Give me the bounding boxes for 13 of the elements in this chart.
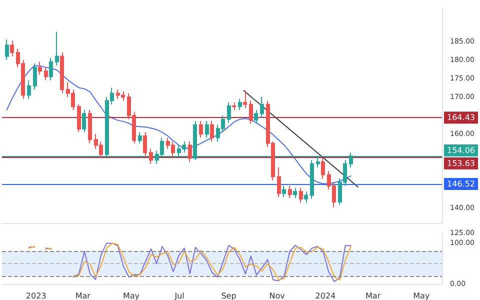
x-tick-label: Mar — [365, 292, 382, 300]
x-tick-label: Sep — [221, 292, 236, 300]
x-tick-label: Nov — [269, 292, 286, 300]
ref-line-label: 153.63 — [447, 158, 475, 168]
x-tick-label: 2024 — [315, 292, 336, 300]
ref-line-label: 146.52 — [447, 180, 475, 189]
x-tick-label: Jul — [174, 292, 184, 300]
x-tick-label: 2023 — [26, 292, 46, 300]
x-tick-label: May — [122, 292, 140, 300]
x-tick-label: May — [413, 292, 430, 300]
ref-line-label: 154.06 — [447, 146, 475, 155]
x-tick-label: Mar — [75, 292, 92, 300]
ref-line-label: 164.43 — [447, 113, 475, 122]
